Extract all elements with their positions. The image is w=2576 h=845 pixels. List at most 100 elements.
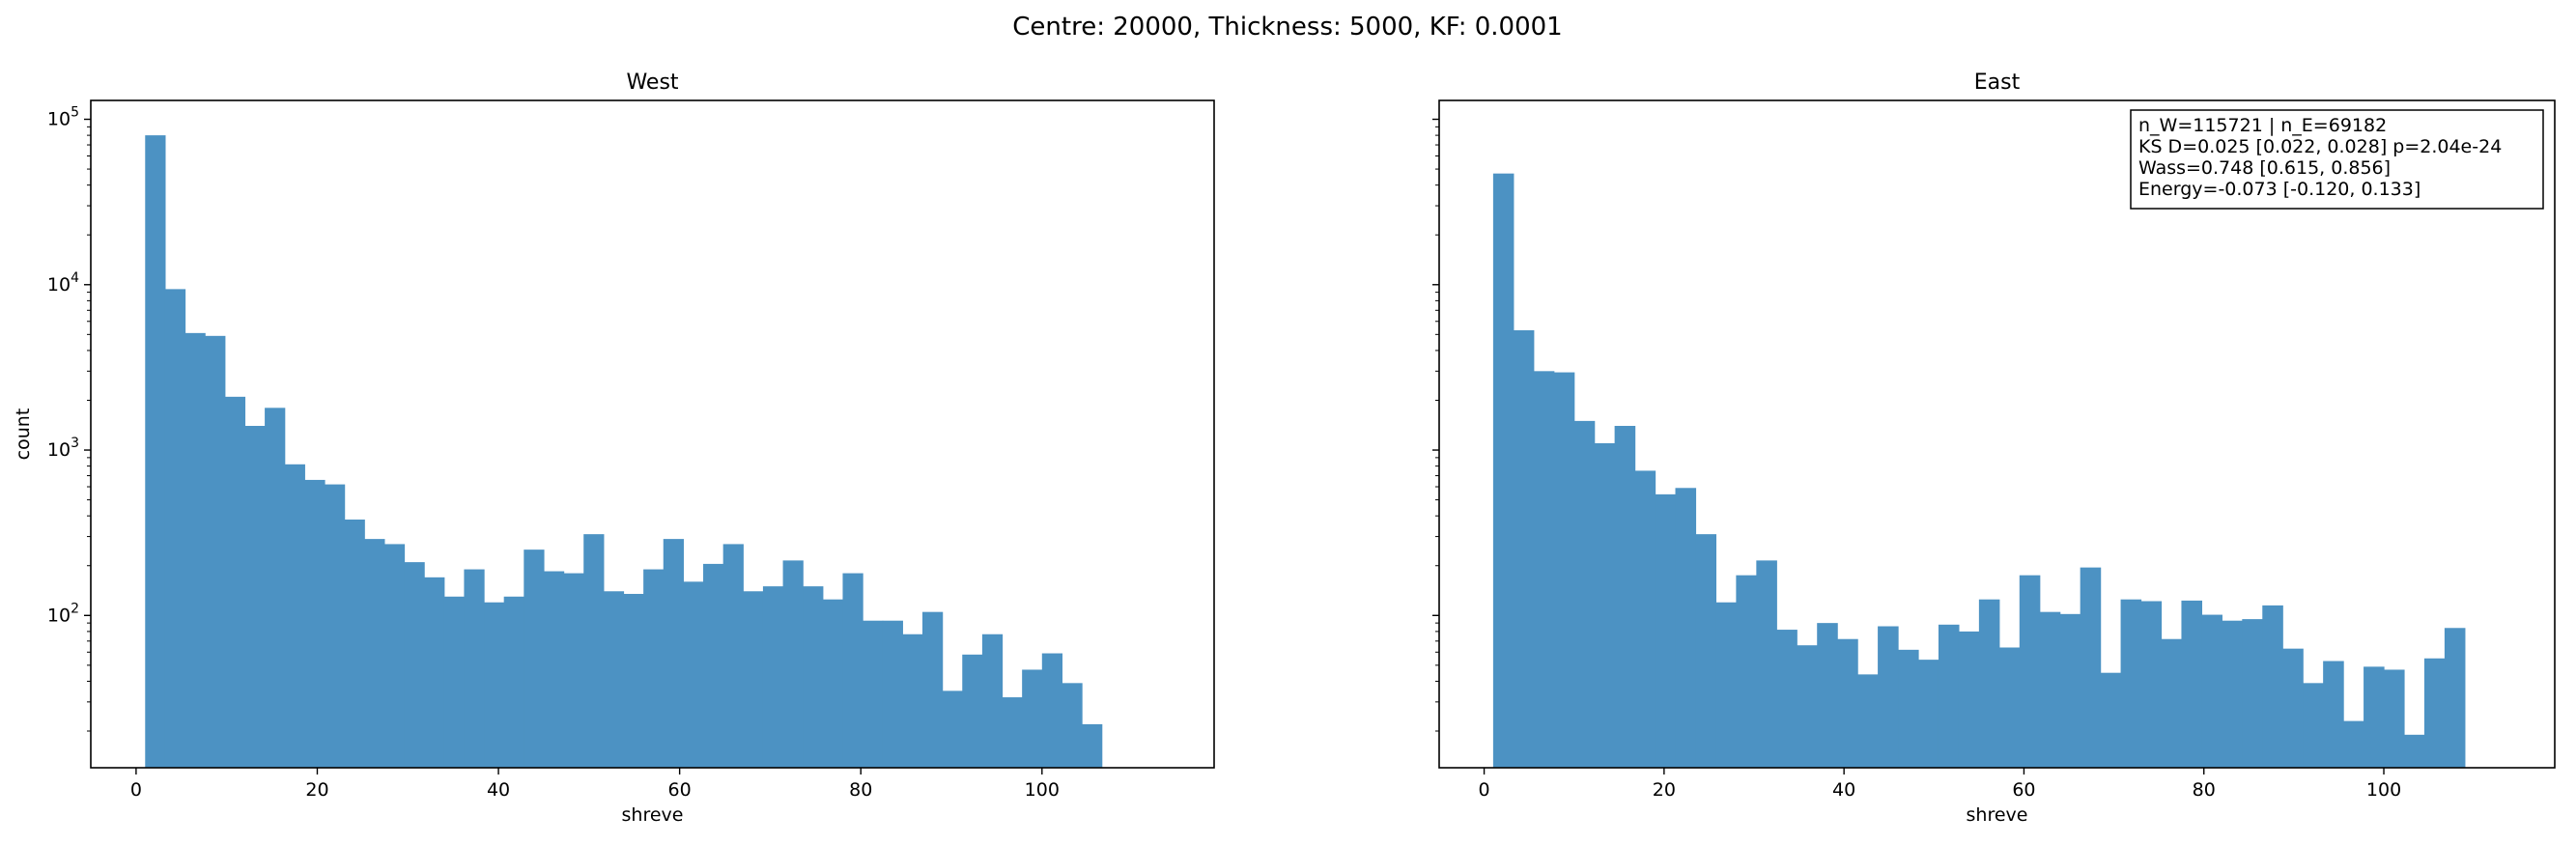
x-tick-label: 40 [1832,779,1855,801]
axes-frame [90,99,1215,769]
histogram-bar [2100,672,2122,768]
histogram-bar [1958,631,1980,768]
histogram-bar [1776,630,1798,768]
histogram-bar [1898,649,1919,768]
histogram-bar [503,596,524,768]
histogram-bar [1675,488,1697,768]
panel-west: 0 20 40 60 80 100 102 103 104 105 West shreve count [13,70,1215,826]
histogram-bar [863,620,884,768]
histogram-bar [2181,600,2203,768]
histogram-bar [1857,674,1879,768]
histogram-bar [782,560,804,768]
histogram-bar [942,690,963,768]
histogram-bar [1492,173,1514,769]
histogram-bar [1634,470,1656,768]
histogram-bar [2444,628,2466,768]
histogram-bar [1797,645,1818,768]
histogram-bar [205,335,226,768]
x-tick-label: 40 [487,779,510,801]
stats-line: Wass=0.748 [0.615, 0.856] [2138,157,2391,179]
histogram-bar [2059,613,2081,768]
histogram-bar [1695,534,1717,768]
histogram-bar [743,591,764,768]
stats-line: KS D=0.025 [0.022, 0.028] p=2.04e-24 [2138,136,2502,157]
histogram-bar [2303,683,2324,768]
histogram-bar [324,484,346,768]
histogram-bar [1062,683,1083,768]
histogram-bar [2323,661,2344,768]
histogram-bar [2343,720,2364,768]
histogram-bar [2222,620,2243,768]
histogram-bar [1938,624,1960,768]
histogram-bar [643,569,665,768]
x-tick-label: 60 [668,779,692,801]
histogram-bar [1002,697,1023,768]
histogram-bar [1513,330,1535,768]
histogram-bar [2384,669,2405,768]
x-axis-label: shreve [1967,804,2028,826]
histogram-bar [603,591,625,768]
histogram-bar [703,563,724,768]
histogram-bar [1614,426,1636,768]
histogram-bar [1837,638,1858,768]
histogram-bar [2242,619,2263,768]
y-tick-label: 102 [47,601,79,626]
histogram-bar [762,586,784,768]
histogram-bar [842,573,863,768]
histogram-bar [822,599,844,768]
histogram-bar [1756,560,1777,768]
x-tick-label: 80 [849,779,872,801]
histogram-bar [2019,575,2041,768]
histogram-bar [304,479,326,768]
histogram-bar [404,562,425,768]
histogram-bar [902,634,923,768]
panel-east: 0 20 40 60 80 100 East shreve n_W=115721 | n_E=6… [1432,70,2556,826]
panel-title: East [1974,70,2021,95]
y-tick-label: 103 [47,436,79,461]
histogram-bar [803,586,824,768]
histogram-bar [2201,614,2222,768]
histogram-bar [2364,666,2385,768]
histogram-bar [1553,372,1575,768]
x-tick-label: 0 [130,779,142,801]
stats-line: n_W=115721 | n_E=69182 [2138,115,2387,136]
x-tick-label: 100 [1025,779,1060,801]
histogram-bar [2039,611,2061,768]
histogram-bar [683,581,704,768]
stats-line: Energy=-0.073 [-0.120, 0.133] [2138,179,2420,200]
histogram-bar [2403,734,2425,768]
histogram-bar [1736,575,1757,768]
histogram-bar [1817,623,1838,768]
panel-title: West [626,70,678,95]
axes-frame [1438,99,2556,769]
x-tick-label: 20 [1653,779,1676,801]
histogram-bar [1041,653,1063,768]
histogram-bar [623,593,644,768]
histogram-bar [2282,648,2304,768]
histogram-bar [2120,599,2142,768]
x-tick-label: 60 [2012,779,2035,801]
histogram-bar [2080,567,2102,768]
histogram-bar [244,426,266,768]
histogram-bar [383,544,406,768]
histogram-bar [583,534,605,768]
histogram-bar [524,549,545,768]
histogram-bar [2262,605,2283,768]
histogram-bar [344,520,365,768]
histogram-bar [1533,371,1555,768]
histogram-bar [2423,658,2446,768]
histogram-bar [1594,442,1616,768]
histogram-bar [962,654,983,768]
histogram-bar [543,571,565,768]
histogram-bar [424,577,445,768]
x-axis-label: shreve [622,804,684,826]
histogram-bar [464,569,485,768]
stats-box [2130,109,2544,210]
histogram-bar [224,396,246,768]
x-tick-label: 20 [305,779,328,801]
histogram-bar [284,464,305,768]
histogram-bar [1978,599,2000,768]
y-tick-label: 104 [47,270,79,296]
